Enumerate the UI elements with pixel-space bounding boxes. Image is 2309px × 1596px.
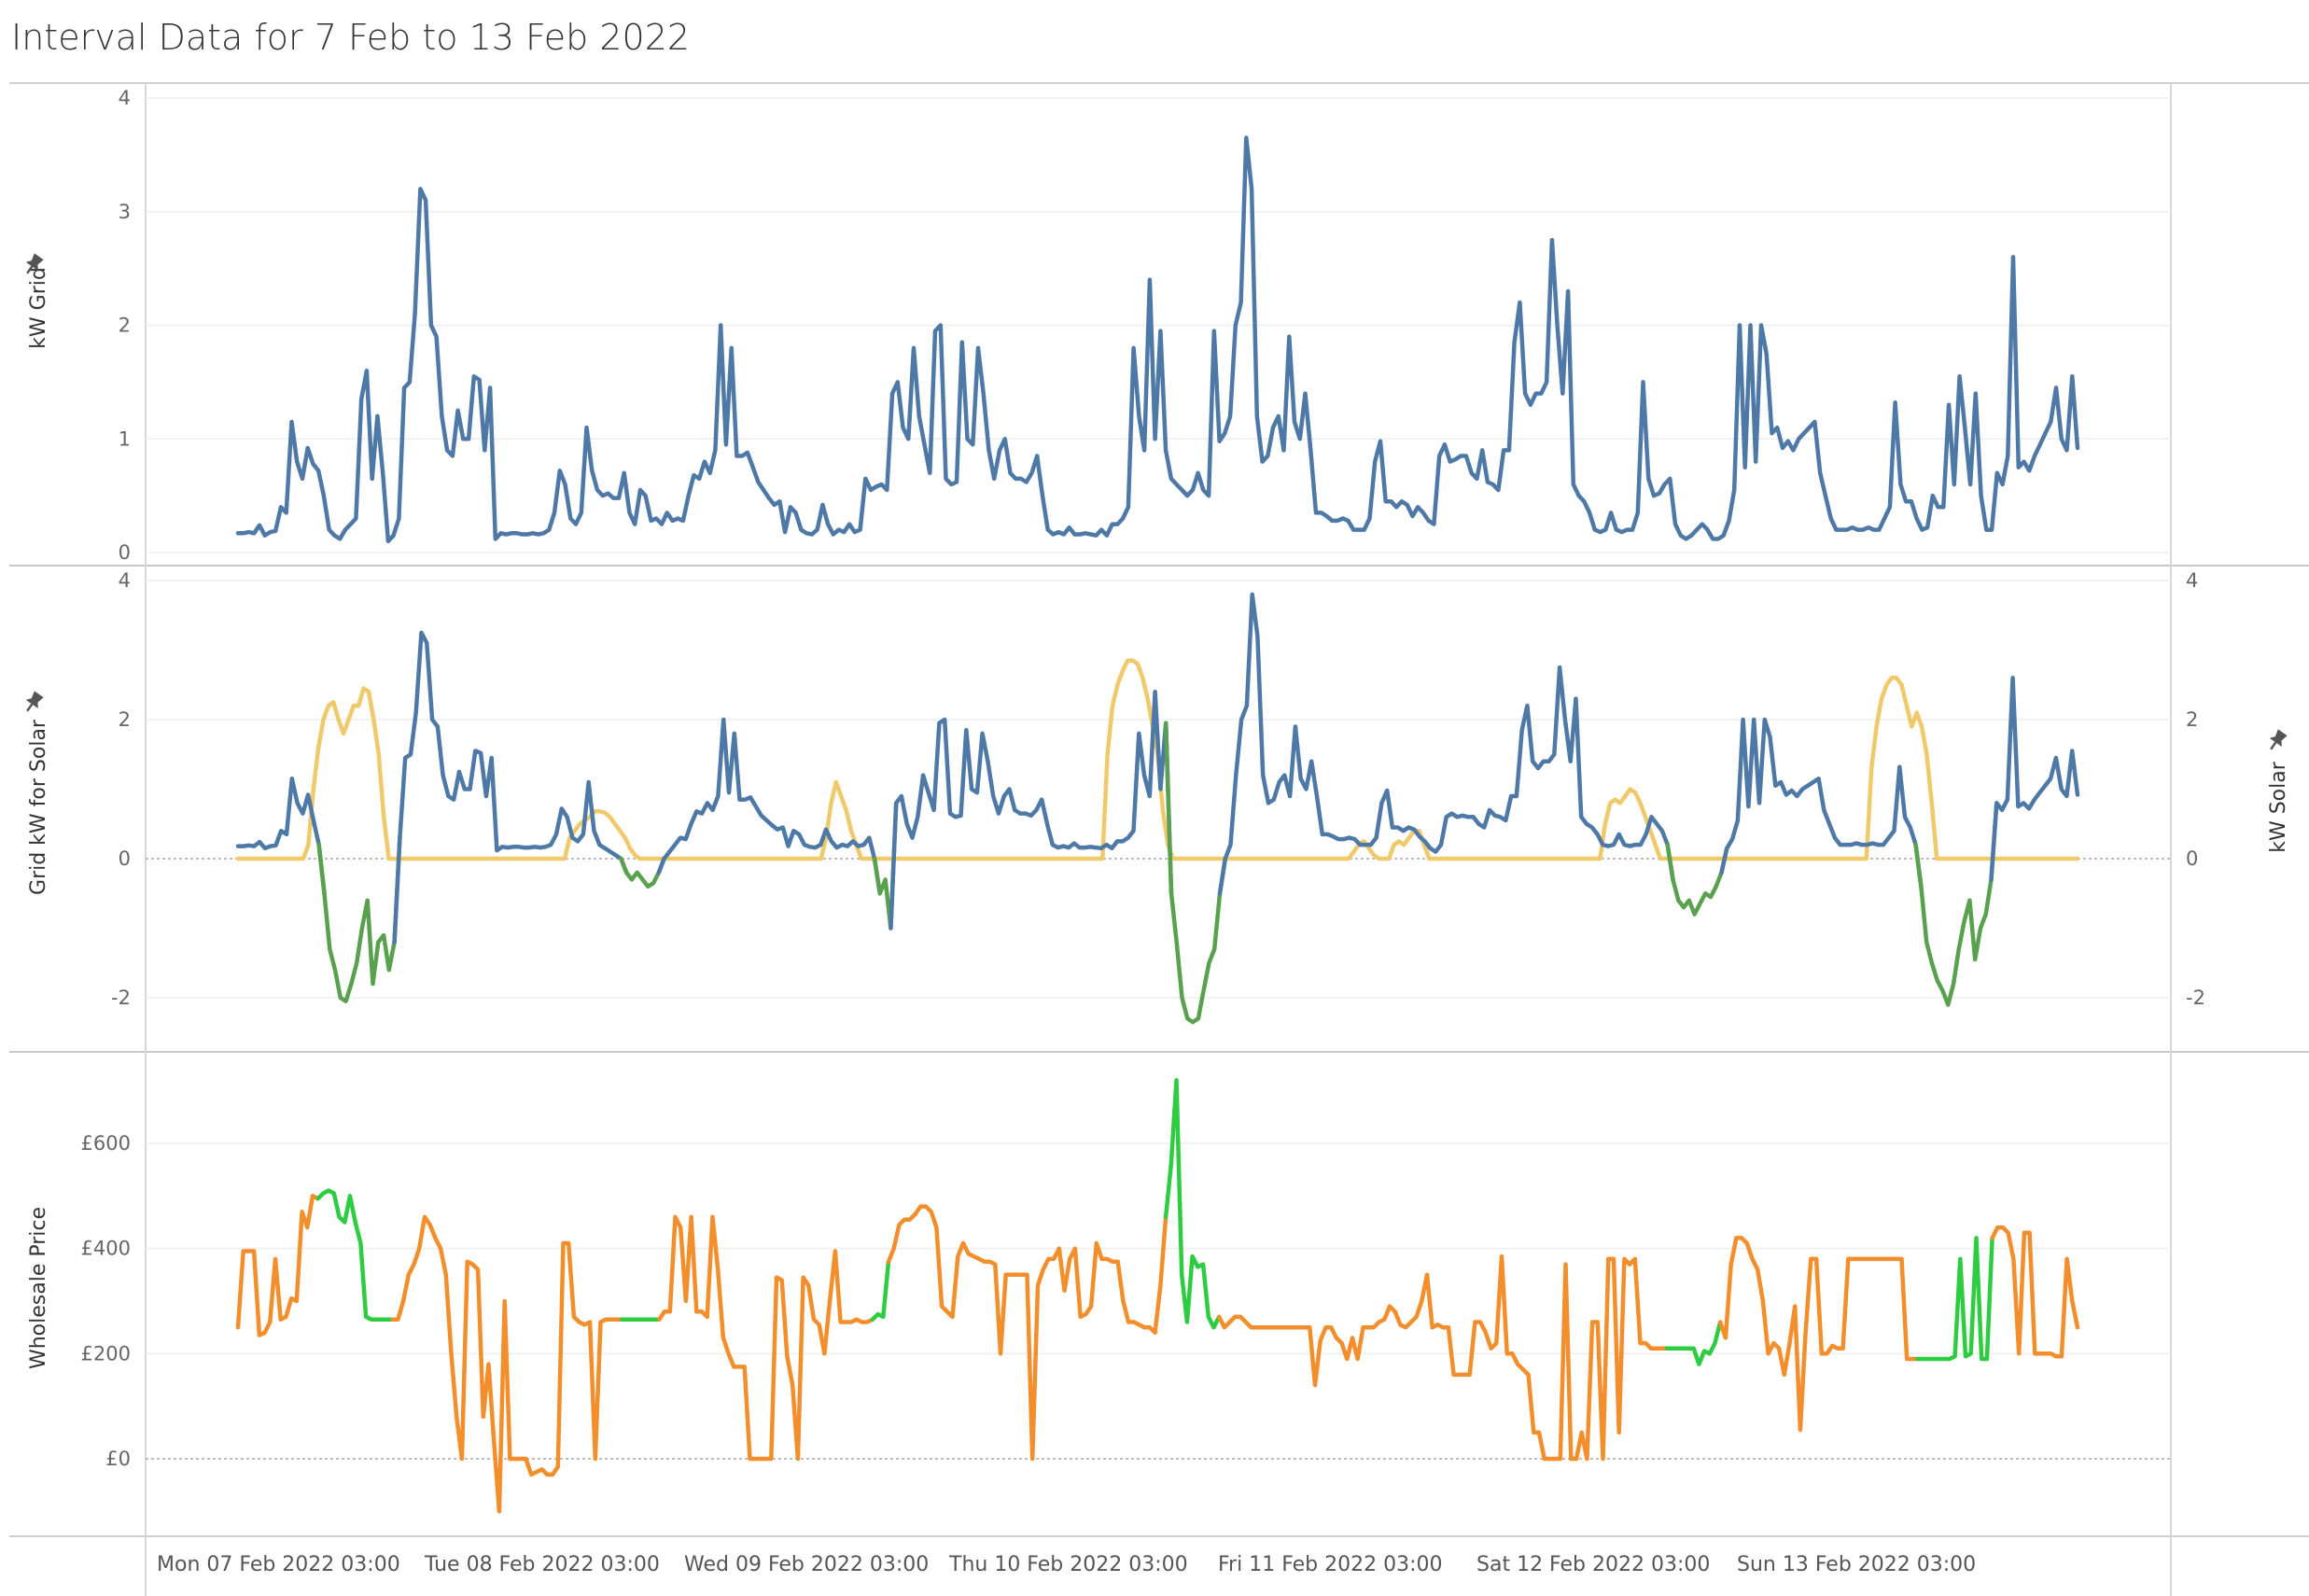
series-segment-price: [390, 1214, 624, 1514]
panel-grid-series: [235, 135, 2080, 544]
x-tick-label: Thu 10 Feb 2022 03:00: [948, 1553, 1188, 1576]
series-segment-grid-export: [1163, 721, 1228, 1025]
series-segment-price-export: [1163, 1078, 1222, 1330]
series-segment-price-export: [1664, 1320, 1723, 1366]
panel-frames: [9, 82, 2309, 1596]
panel-price-y-ticks: £0 £200 £400 £600: [81, 1132, 131, 1470]
y-tick-label-right: 0: [2186, 847, 2198, 870]
x-tick-label: Mon 07 Feb 2022 03:00: [157, 1553, 400, 1576]
y-tick-label: £400: [81, 1238, 131, 1260]
series-segment-grid-export: [316, 835, 402, 1003]
series-segment-grid-import: [1989, 676, 2080, 882]
series-segment-grid-import: [889, 689, 1174, 931]
pin-icon[interactable]: [2265, 728, 2289, 753]
panel-solar-y-ticks: -2 0 2 4: [111, 569, 131, 1009]
series-line-kw-grid: [235, 135, 2080, 544]
series-segment-price-export: [870, 1259, 891, 1322]
y-tick-label: -2: [111, 987, 131, 1009]
pin-icon[interactable]: [21, 252, 46, 277]
y-tick-label: 4: [119, 569, 131, 592]
y-tick-label: £200: [81, 1342, 131, 1365]
panel-solar-y-ticks-right: -2 0 2 4: [2186, 569, 2205, 1009]
x-tick-label: Tue 08 Feb 2022 03:00: [424, 1553, 660, 1576]
panel-grid-y-axis-title: kW Grid: [27, 267, 50, 349]
y-tick-label-right: 4: [2186, 569, 2198, 592]
y-tick-label-right: 2: [2186, 708, 2198, 731]
series-segment-price: [886, 1204, 1168, 1462]
pin-icon[interactable]: [21, 690, 46, 715]
panel-price-series: [235, 1078, 2080, 1514]
y-tick-label: 4: [119, 87, 131, 109]
panel-grid-gridlines: [146, 97, 2171, 553]
chart-title: Interval Data for 7 Feb to 13 Feb 2022: [11, 17, 691, 58]
panel-solar-series: [235, 592, 2080, 1025]
y-tick-label: 0: [119, 847, 131, 870]
y-tick-label: 1: [119, 427, 131, 450]
series-segment-grid-import: [656, 717, 883, 896]
y-tick-label: £0: [105, 1448, 131, 1470]
series-segment-price: [657, 1214, 875, 1462]
series-segment-price-export: [1915, 1236, 1994, 1362]
y-tick-label-right: -2: [2186, 987, 2205, 1009]
x-tick-label: Fri 11 Feb 2022 03:00: [1218, 1553, 1443, 1576]
y-tick-label: 2: [119, 315, 131, 337]
series-segment-price-export: [315, 1188, 395, 1322]
y-tick-label: 3: [119, 201, 131, 223]
series-segment-grid-import: [392, 630, 629, 945]
series-segment-grid-export: [619, 856, 666, 889]
x-tick-label: Sat 12 Feb 2022 03:00: [1476, 1553, 1710, 1576]
series-segment-grid-export: [1913, 801, 1999, 1007]
panel-solar-y-axis-title: Grid kW for Solar: [27, 719, 50, 895]
panel-price-gridlines: [146, 1142, 2171, 1460]
panel-solar-y-axis-title-right: kW Solar: [2267, 761, 2290, 853]
series-segment-grid-import: [1719, 717, 1924, 889]
series-segment-price: [1717, 1236, 1920, 1433]
x-tick-label: Wed 09 Feb 2022 03:00: [684, 1553, 929, 1576]
panel-solar-gridlines: [146, 580, 2171, 999]
panel-grid-y-ticks: 0 1 2 3 4: [119, 87, 131, 564]
series-segment-grid-export: [1665, 842, 1729, 917]
series-segment-grid-import: [1217, 592, 1675, 896]
y-tick-label: 2: [119, 708, 131, 731]
y-tick-label: 0: [119, 541, 131, 564]
series-segment-price: [1990, 1225, 2080, 1359]
panel-price-y-axis-title: Wholesale Price: [27, 1207, 50, 1369]
y-tick-label: £600: [81, 1132, 131, 1155]
series-segment-price: [235, 1194, 320, 1337]
series-segment-price: [1216, 1253, 1670, 1462]
x-axis-tick-labels: Mon 07 Feb 2022 03:00 Tue 08 Feb 2022 03:…: [157, 1553, 1976, 1576]
series-segment-grid-import: [235, 777, 327, 896]
x-tick-label: Sun 13 Feb 2022 03:00: [1737, 1553, 1976, 1576]
